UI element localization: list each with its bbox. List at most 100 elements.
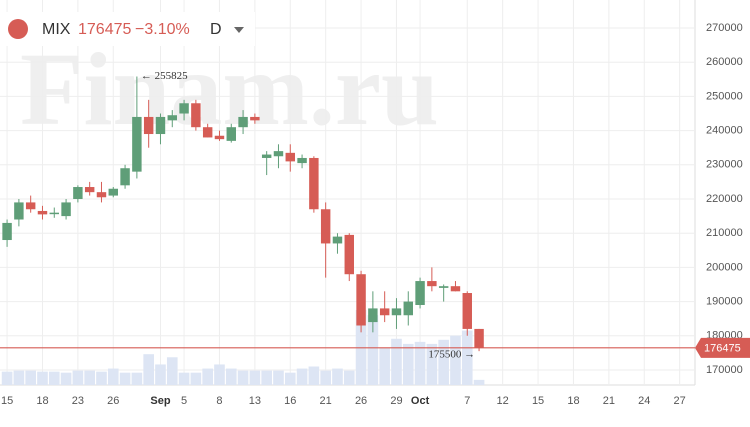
volume-bar xyxy=(296,368,308,385)
candle-body xyxy=(261,154,272,158)
candle-body xyxy=(309,157,319,210)
volume-bar xyxy=(414,341,426,385)
candle-body xyxy=(143,116,154,135)
volume-bar xyxy=(155,364,166,385)
candle-body xyxy=(462,293,472,329)
x-tick-label: 8 xyxy=(216,395,222,407)
y-tick-label: 250000 xyxy=(706,90,743,102)
interval-dropdown[interactable] xyxy=(234,27,244,33)
x-tick-label: 24 xyxy=(638,395,650,407)
volume-bar xyxy=(214,364,225,385)
volume-bar xyxy=(284,372,296,385)
volume-bar xyxy=(143,354,154,385)
x-tick-label: 18 xyxy=(567,395,579,407)
volume-bar xyxy=(225,368,237,385)
volume-bar xyxy=(202,368,213,385)
candle-body xyxy=(191,103,201,128)
symbol-dot xyxy=(8,19,28,39)
volume-bar xyxy=(1,371,13,385)
candle-body xyxy=(73,187,83,199)
y-tick-label: 200000 xyxy=(706,261,743,273)
candle-body xyxy=(474,328,484,348)
volume-bar xyxy=(461,330,473,385)
candle-body xyxy=(49,212,59,215)
candle-body xyxy=(379,308,390,316)
candle-body xyxy=(450,286,461,292)
x-tick-label: 12 xyxy=(497,395,509,407)
candle-body xyxy=(285,152,295,162)
volume-bar xyxy=(166,357,178,385)
candle-body xyxy=(155,116,166,135)
volume-bar xyxy=(96,371,107,385)
volume-bar xyxy=(237,370,249,385)
x-tick-label: 13 xyxy=(249,395,261,407)
volume-bar xyxy=(190,372,202,385)
volume-bar xyxy=(48,371,60,385)
candle-body xyxy=(438,286,449,288)
candle-body xyxy=(403,301,413,316)
volume-bar xyxy=(60,372,72,385)
volume-bar xyxy=(332,368,343,385)
volume-bar xyxy=(343,370,355,385)
candle-body xyxy=(427,281,437,287)
candle-body xyxy=(250,116,260,121)
candle-body xyxy=(25,202,36,210)
candle-body xyxy=(344,234,354,275)
volume-bar xyxy=(391,338,402,385)
candle-body xyxy=(320,209,331,244)
x-tick-label: 7 xyxy=(464,395,470,407)
candle-body xyxy=(391,308,402,316)
symbol: MIX xyxy=(42,21,71,38)
candle-body xyxy=(61,202,71,217)
candle-body xyxy=(14,202,24,220)
volume-bar xyxy=(450,335,461,385)
volume-bar xyxy=(473,379,485,385)
plot-area: 1700001800001900002000002100002200002300… xyxy=(0,0,743,407)
x-tick-label: 18 xyxy=(36,395,48,407)
interval[interactable]: D xyxy=(210,21,222,38)
x-tick-label: 5 xyxy=(181,395,187,407)
candle-body xyxy=(37,210,48,215)
change: −3.10% xyxy=(135,21,190,38)
x-tick-label: 21 xyxy=(603,395,615,407)
volume-bar xyxy=(37,371,48,385)
volume-bar xyxy=(273,370,284,385)
annotation: 175500 → xyxy=(428,349,475,361)
volume-bar xyxy=(379,348,390,385)
candle-body xyxy=(214,135,225,140)
volume-bar xyxy=(402,343,414,385)
candle-body xyxy=(202,127,213,138)
volume-bar xyxy=(438,339,449,385)
volume-bar xyxy=(308,366,320,385)
candle-body xyxy=(332,236,343,244)
candle-body xyxy=(2,222,12,241)
candle-body xyxy=(84,187,95,193)
volume-bar xyxy=(72,370,84,385)
volume-bar xyxy=(249,370,261,385)
candle-body xyxy=(415,281,425,305)
x-tick-label: 23 xyxy=(72,395,84,407)
volume-bar xyxy=(261,370,272,385)
x-tick-label: 16 xyxy=(284,395,296,407)
y-tick-label: 210000 xyxy=(706,227,743,239)
x-tick-label: 15 xyxy=(532,395,544,407)
volume-bar xyxy=(84,370,95,385)
volume-bar xyxy=(25,370,36,385)
volume-bar xyxy=(13,370,25,385)
volume-bar xyxy=(320,370,331,385)
last-price-tag xyxy=(695,337,750,358)
candle-body xyxy=(273,151,284,157)
x-tick-label: 15 xyxy=(1,395,13,407)
y-tick-label: 240000 xyxy=(706,125,743,137)
y-tick-label: 270000 xyxy=(706,22,743,34)
x-tick-label: Oct xyxy=(411,395,430,407)
candle-body xyxy=(167,115,177,121)
candle-body xyxy=(108,188,118,196)
x-tick-label: 27 xyxy=(674,395,686,407)
x-tick-label: 21 xyxy=(320,395,332,407)
volume-bar xyxy=(426,343,438,385)
candle-body xyxy=(368,308,378,323)
y-tick-label: 170000 xyxy=(706,364,743,376)
y-tick-label: 190000 xyxy=(706,295,743,307)
y-tick-label: 220000 xyxy=(706,193,743,205)
